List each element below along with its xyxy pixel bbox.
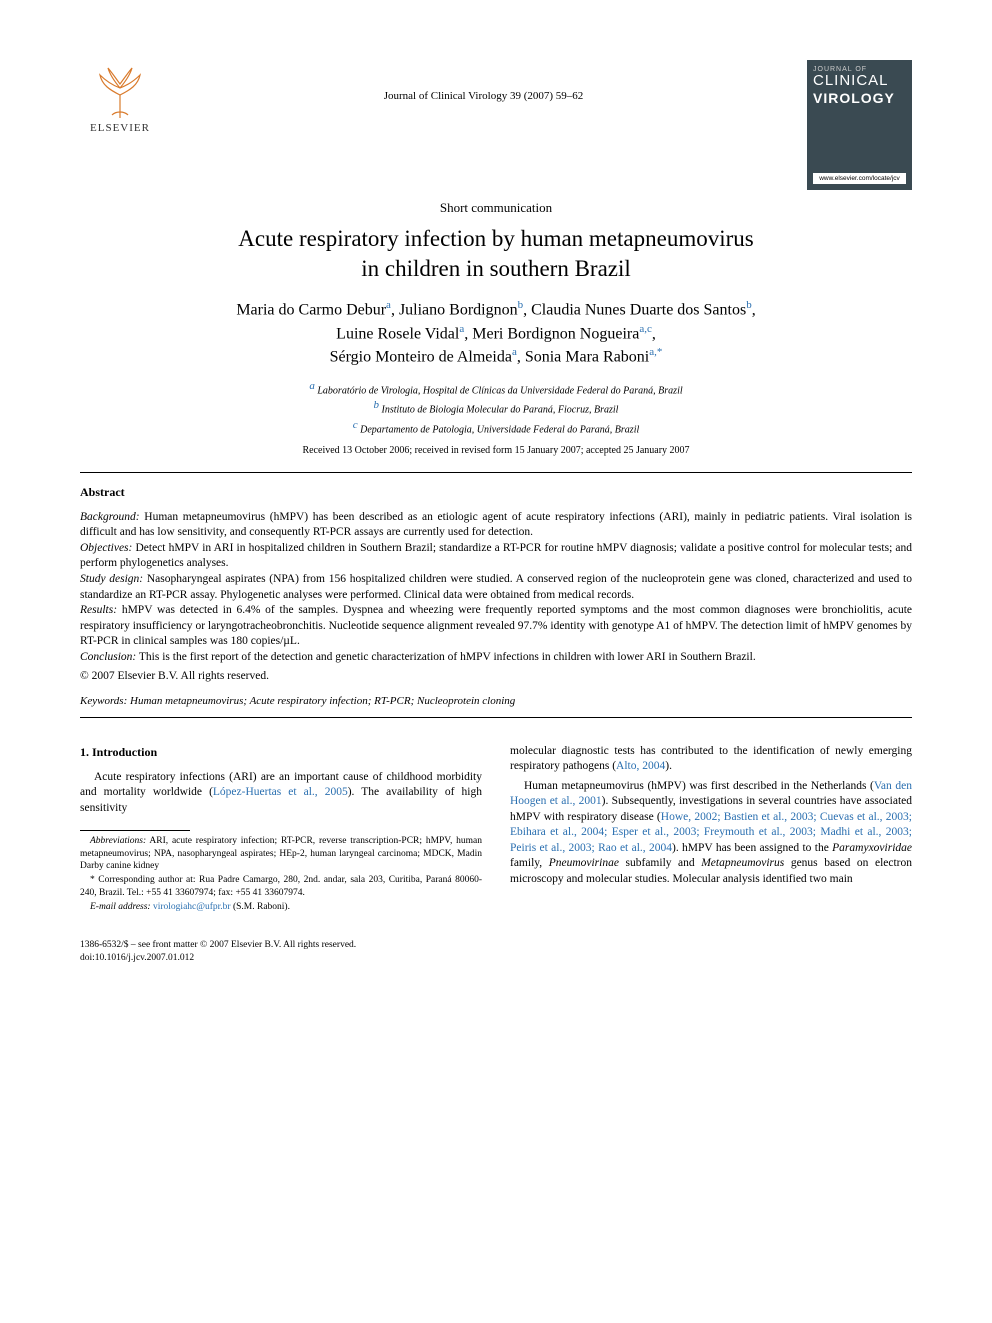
page-footer: 1386-6532/$ – see front matter © 2007 El… — [80, 939, 912, 964]
author: Luine Rosele Vidal — [336, 325, 459, 342]
email-who: (S.M. Raboni). — [231, 902, 290, 912]
right-column: molecular diagnostic tests has contribut… — [510, 744, 912, 916]
affiliation-a: Laboratório de Virologia, Hospital de Cl… — [317, 385, 682, 396]
taxon-subfamily: Pneumovirinae — [549, 857, 619, 869]
footnotes: Abbreviations: ARI, acute respiratory in… — [80, 835, 482, 913]
elsevier-tree-icon — [90, 60, 150, 120]
paragraph: molecular diagnostic tests has contribut… — [510, 744, 912, 775]
author: Meri Bordignon Nogueira — [472, 325, 639, 342]
keywords-label: Keywords: — [80, 695, 127, 707]
body-columns: 1. Introduction Acute respiratory infect… — [80, 744, 912, 916]
article-page: ELSEVIER Journal of Clinical Virology 39… — [0, 0, 992, 1004]
taxon-family: Paramyxoviridae — [832, 842, 912, 854]
journal-cover-thumbnail: JOURNAL OF CLINICAL VIROLOGY www.elsevie… — [807, 60, 912, 190]
title-line-1: Acute respiratory infection by human met… — [238, 226, 753, 251]
author: Claudia Nunes Duarte dos Santos — [531, 301, 746, 318]
abstract-study-label: Study design: — [80, 573, 143, 585]
page-header: ELSEVIER Journal of Clinical Virology 39… — [80, 60, 912, 190]
affiliations: a Laboratório de Virologia, Hospital de … — [80, 379, 912, 437]
citation-link[interactable]: López-Huertas et al., 2005 — [213, 786, 348, 798]
footer-front-matter: 1386-6532/$ – see front matter © 2007 El… — [80, 939, 912, 951]
abstract-heading: Abstract — [80, 485, 912, 500]
cover-text-clinical: CLINICAL — [813, 73, 906, 90]
article-type: Short communication — [80, 200, 912, 216]
author: Maria do Carmo Debur — [236, 301, 386, 318]
affil-sup: a,* — [649, 346, 662, 358]
abstract-body: Background: Human metapneumovirus (hMPV)… — [80, 510, 912, 685]
body-text: subfamily and — [619, 857, 701, 869]
affiliation-b: Instituto de Biologia Molecular do Paran… — [382, 405, 619, 416]
body-text: family, — [510, 857, 549, 869]
affil-sup: a — [512, 346, 517, 358]
divider — [80, 717, 912, 718]
affiliation-c: Departamento de Patologia, Universidade … — [360, 424, 639, 435]
citation-link[interactable]: Alto, 2004 — [616, 760, 665, 772]
email-label: E-mail address: — [90, 902, 151, 912]
email-link[interactable]: virologiahc@ufpr.br — [151, 902, 231, 912]
author: Sonia Mara Raboni — [525, 349, 649, 366]
abstract-objectives: Detect hMPV in ARI in hospitalized child… — [80, 542, 912, 570]
body-text: Human metapneumovirus (hMPV) was first d… — [524, 780, 874, 792]
abstract-conclusion-label: Conclusion: — [80, 651, 136, 663]
publisher-name: ELSEVIER — [90, 122, 150, 134]
abstract-objectives-label: Objectives: — [80, 542, 132, 554]
author: Sérgio Monteiro de Almeida — [330, 349, 512, 366]
author: Juliano Bordignon — [399, 301, 518, 318]
affil-sup: b — [518, 299, 524, 311]
cover-url: www.elsevier.com/locate/jcv — [813, 173, 906, 184]
article-title: Acute respiratory infection by human met… — [120, 224, 872, 284]
affil-sup: a — [459, 323, 464, 335]
title-line-2: in children in southern Brazil — [361, 256, 631, 281]
article-history: Received 13 October 2006; received in re… — [80, 445, 912, 456]
affil-sup: a,c — [639, 323, 652, 335]
abstract-background-label: Background: — [80, 511, 140, 523]
corresponding-text: Corresponding author at: Rua Padre Camar… — [80, 875, 482, 897]
affil-sup: a — [386, 299, 391, 311]
left-column: 1. Introduction Acute respiratory infect… — [80, 744, 482, 916]
taxon-genus: Metapneumovirus — [701, 857, 784, 869]
abstract-results: hMPV was detected in 6.4% of the samples… — [80, 604, 912, 647]
abstract-study: Nasopharyngeal aspirates (NPA) from 156 … — [80, 573, 912, 601]
body-text: ). hMPV has been assigned to the — [672, 842, 832, 854]
journal-reference: Journal of Clinical Virology 39 (2007) 5… — [160, 90, 807, 102]
abbrev-label: Abbreviations: — [90, 836, 146, 846]
affil-sup: b — [746, 299, 752, 311]
paragraph: Human metapneumovirus (hMPV) was first d… — [510, 779, 912, 888]
abstract-background: Human metapneumovirus (hMPV) has been de… — [80, 511, 912, 539]
keywords-text: Human metapneumovirus; Acute respiratory… — [127, 695, 515, 707]
publisher-logo: ELSEVIER — [80, 60, 160, 134]
footnote-divider — [80, 830, 190, 831]
body-text: molecular diagnostic tests has contribut… — [510, 745, 912, 773]
paragraph: Acute respiratory infections (ARI) are a… — [80, 770, 482, 817]
divider — [80, 472, 912, 473]
cover-text-virology: VIROLOGY — [813, 90, 906, 106]
abstract-conclusion: This is the first report of the detectio… — [136, 651, 755, 663]
keywords: Keywords: Human metapneumovirus; Acute r… — [80, 695, 912, 707]
author-list: Maria do Carmo Debura, Juliano Bordignon… — [100, 298, 892, 369]
body-text: ). — [665, 760, 672, 772]
abstract-results-label: Results: — [80, 604, 117, 616]
footer-doi: doi:10.1016/j.jcv.2007.01.012 — [80, 952, 912, 964]
section-heading-introduction: 1. Introduction — [80, 744, 482, 760]
abstract-copyright: © 2007 Elsevier B.V. All rights reserved… — [80, 669, 912, 685]
